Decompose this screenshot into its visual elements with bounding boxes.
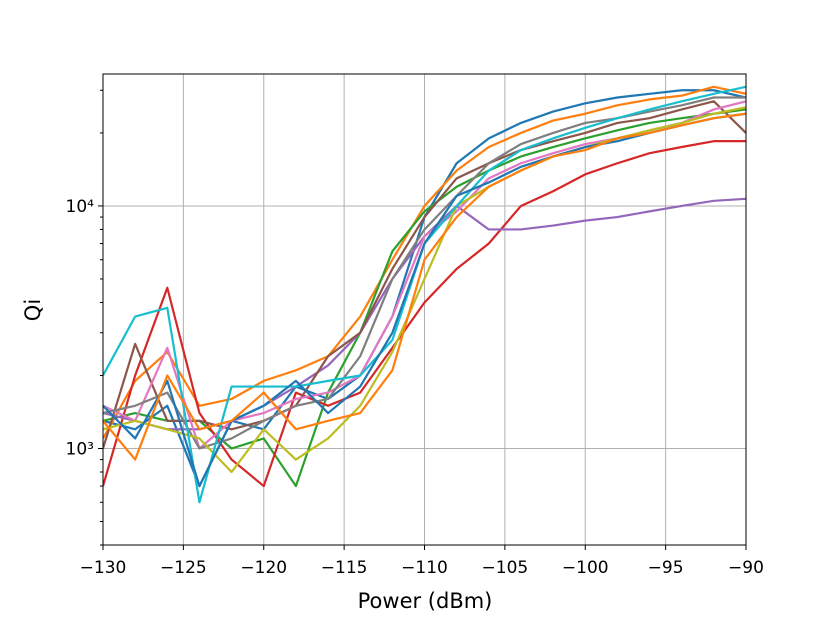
y-tick-label: 10⁴	[66, 197, 95, 217]
x-tick-label: −115	[321, 558, 368, 578]
x-tick-label: −120	[240, 558, 287, 578]
series-line	[103, 96, 746, 450]
series-line	[103, 85, 746, 439]
x-tick-label: −95	[648, 558, 684, 578]
series-line	[103, 112, 746, 461]
x-tick-label: −105	[482, 558, 529, 578]
y-axis-label: Qi	[21, 299, 45, 321]
x-tick-label: −110	[401, 558, 448, 578]
y-tick-label: 10³	[66, 439, 94, 459]
x-tick-label: −125	[160, 558, 207, 578]
series-line	[103, 106, 746, 474]
series-line	[103, 100, 746, 449]
x-tick-label: −130	[80, 558, 127, 578]
x-tick-label: −100	[562, 558, 609, 578]
x-tick-label: −90	[728, 558, 764, 578]
series-line	[103, 140, 746, 488]
x-axis-label: Power (dBm)	[358, 589, 493, 613]
